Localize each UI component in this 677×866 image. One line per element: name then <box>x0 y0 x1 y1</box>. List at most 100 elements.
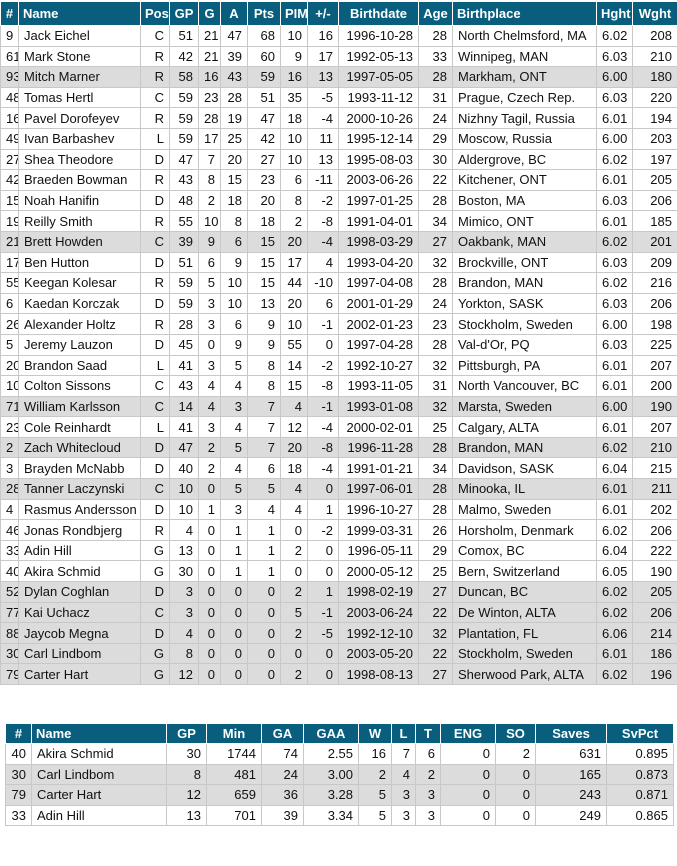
cell-jersey-number: 19 <box>1 211 19 232</box>
cell-penalty-minutes: 2 <box>281 540 308 561</box>
cell-points: 15 <box>248 231 281 252</box>
cell-player-name: Tanner Laczynski <box>19 479 141 500</box>
cell-points: 23 <box>248 170 281 191</box>
cell-height: 6.02 <box>597 664 633 685</box>
cell-height: 6.01 <box>597 417 633 438</box>
header-plus-minus: +/- <box>308 2 339 26</box>
cell-games-played: 8 <box>167 764 207 785</box>
header-player-name: Name <box>32 724 167 744</box>
cell-position: R <box>141 314 170 335</box>
skater-row: 10Colton SissonsC4344815-81993-11-0531No… <box>1 376 677 397</box>
cell-position: D <box>141 149 170 170</box>
cell-points: 47 <box>248 108 281 129</box>
cell-height: 6.04 <box>597 458 633 479</box>
cell-age: 34 <box>419 458 453 479</box>
cell-plus-minus: 0 <box>308 561 339 582</box>
cell-age: 29 <box>419 540 453 561</box>
cell-plus-minus: 1 <box>308 582 339 603</box>
cell-position: G <box>141 540 170 561</box>
cell-position: D <box>141 293 170 314</box>
cell-points: 9 <box>248 314 281 335</box>
cell-plus-minus: 4 <box>308 252 339 273</box>
cell-age: 31 <box>419 87 453 108</box>
cell-player-name: Noah Hanifin <box>19 190 141 211</box>
cell-wins: 5 <box>359 805 392 826</box>
cell-player-name: Adin Hill <box>19 540 141 561</box>
cell-penalty-minutes: 12 <box>281 417 308 438</box>
cell-points: 1 <box>248 520 281 541</box>
cell-weight: 209 <box>633 252 677 273</box>
cell-goals: 0 <box>199 479 221 500</box>
cell-plus-minus: -5 <box>308 87 339 108</box>
cell-birthdate: 1993-04-20 <box>339 252 419 273</box>
cell-plus-minus: -2 <box>308 355 339 376</box>
cell-goals: 4 <box>199 396 221 417</box>
cell-position: R <box>141 211 170 232</box>
cell-birthplace: Sherwood Park, ALTA <box>453 664 597 685</box>
skater-row: 28Tanner LaczynskiC10055401997-06-0128Mi… <box>1 479 677 500</box>
cell-birthplace: Stockholm, Sweden <box>453 314 597 335</box>
cell-weight: 205 <box>633 170 677 191</box>
cell-position: L <box>141 417 170 438</box>
cell-player-name: Carter Hart <box>19 664 141 685</box>
cell-goals-against: 24 <box>262 764 304 785</box>
cell-plus-minus: 13 <box>308 67 339 88</box>
cell-birthplace: Boston, MA <box>453 190 597 211</box>
cell-games-played: 51 <box>170 252 199 273</box>
skater-row: 42Braeden BowmanR43815236-112003-06-2622… <box>1 170 677 191</box>
cell-position: C <box>141 26 170 47</box>
cell-ties: 3 <box>416 805 441 826</box>
cell-penalty-minutes: 8 <box>281 190 308 211</box>
cell-height: 6.01 <box>597 643 633 664</box>
header-minutes: Min <box>207 724 262 744</box>
cell-age: 29 <box>419 128 453 149</box>
cell-birthplace: Minooka, IL <box>453 479 597 500</box>
skater-row: 20Brandon SaadL4135814-21992-10-2732Pitt… <box>1 355 677 376</box>
cell-jersey-number: 93 <box>1 67 19 88</box>
cell-goals: 0 <box>199 623 221 644</box>
cell-height: 6.00 <box>597 396 633 417</box>
cell-position: C <box>141 479 170 500</box>
cell-jersey-number: 10 <box>1 376 19 397</box>
cell-penalty-minutes: 10 <box>281 26 308 47</box>
cell-jersey-number: 79 <box>6 785 32 806</box>
cell-age: 25 <box>419 417 453 438</box>
cell-games-played: 45 <box>170 334 199 355</box>
cell-losses: 3 <box>392 805 416 826</box>
cell-age: 27 <box>419 582 453 603</box>
cell-points: 7 <box>248 417 281 438</box>
cell-weight: 194 <box>633 108 677 129</box>
cell-wins: 2 <box>359 764 392 785</box>
cell-birthdate: 1993-11-05 <box>339 376 419 397</box>
cell-points: 7 <box>248 396 281 417</box>
cell-penalty-minutes: 17 <box>281 252 308 273</box>
cell-birthdate: 2001-01-29 <box>339 293 419 314</box>
cell-birthdate: 1996-05-11 <box>339 540 419 561</box>
cell-birthdate: 2000-05-12 <box>339 561 419 582</box>
cell-position: D <box>141 623 170 644</box>
cell-height: 6.02 <box>597 273 633 294</box>
cell-jersey-number: 88 <box>1 623 19 644</box>
cell-birthplace: Markham, ONT <box>453 67 597 88</box>
cell-jersey-number: 23 <box>1 417 19 438</box>
cell-goals: 3 <box>199 417 221 438</box>
cell-birthplace: Brandon, MAN <box>453 273 597 294</box>
cell-goals: 2 <box>199 190 221 211</box>
cell-height: 6.02 <box>597 437 633 458</box>
cell-points: 60 <box>248 46 281 67</box>
cell-player-name: Brayden McNabb <box>19 458 141 479</box>
cell-weight: 198 <box>633 314 677 335</box>
cell-penalty-minutes: 2 <box>281 582 308 603</box>
cell-goals-against-average: 2.55 <box>304 744 359 765</box>
cell-goals: 0 <box>199 540 221 561</box>
cell-age: 27 <box>419 664 453 685</box>
cell-jersey-number: 9 <box>1 26 19 47</box>
cell-games-played: 59 <box>170 273 199 294</box>
cell-position: C <box>141 87 170 108</box>
cell-goals: 0 <box>199 602 221 623</box>
cell-age: 33 <box>419 46 453 67</box>
